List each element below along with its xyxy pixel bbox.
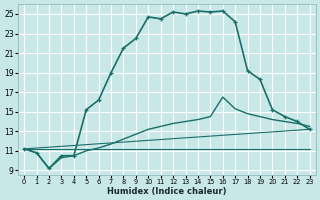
X-axis label: Humidex (Indice chaleur): Humidex (Indice chaleur) xyxy=(107,187,227,196)
